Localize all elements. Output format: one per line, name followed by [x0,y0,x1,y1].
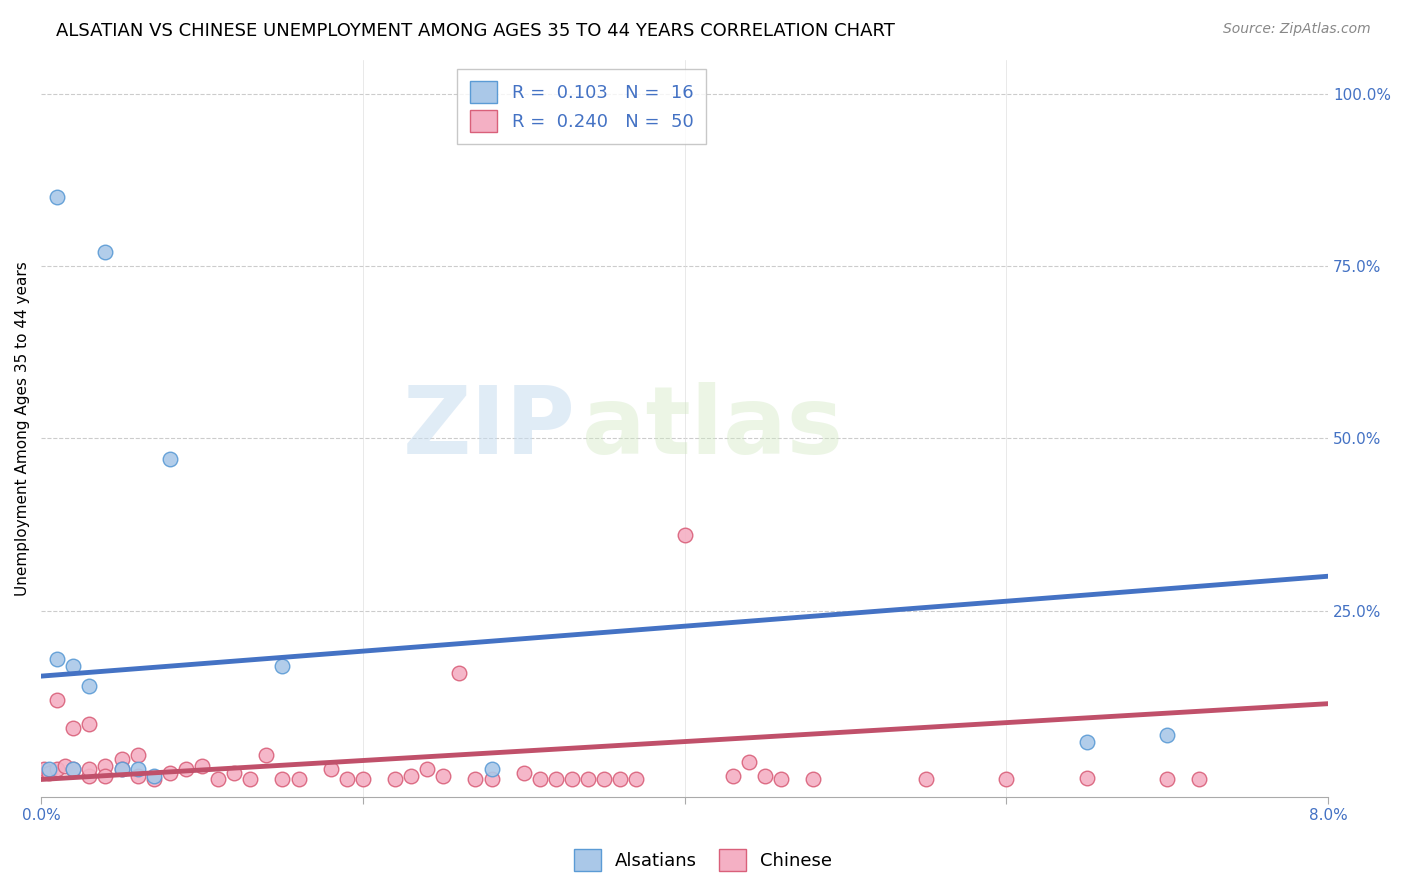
Point [79,762,101,776]
Point [1076,771,1098,785]
Point [770,772,793,787]
Point [79,769,101,783]
Point [544,772,567,787]
Point [94,769,117,783]
Text: ZIP: ZIP [402,382,575,475]
Point [593,772,616,787]
Point [1156,728,1178,742]
Point [1076,734,1098,748]
Point [481,772,503,787]
Point [110,762,132,776]
Point [721,769,744,783]
Point [239,772,262,787]
Point [224,765,246,780]
Point [207,772,229,787]
Point [34,762,56,776]
Point [915,772,938,787]
Point [464,772,486,787]
Point [110,762,132,776]
Point [159,452,181,467]
Point [995,772,1018,787]
Point [673,528,696,542]
Point [62,721,84,735]
Text: Source: ZipAtlas.com: Source: ZipAtlas.com [1223,22,1371,37]
Point [62,762,84,776]
Point [38,762,60,776]
Point [254,748,277,763]
Point [127,769,149,783]
Point [287,772,309,787]
Point [529,772,551,787]
Point [94,758,117,772]
Point [626,772,648,787]
Point [127,762,149,776]
Point [1188,772,1211,787]
Point [449,665,471,680]
Point [191,758,214,772]
Point [801,772,824,787]
Point [416,762,439,776]
Point [1156,772,1178,787]
Point [46,762,69,776]
Point [754,769,776,783]
Point [319,762,342,776]
Point [271,772,294,787]
Point [79,717,101,731]
Point [46,652,69,666]
Point [738,756,761,770]
Text: ALSATIAN VS CHINESE UNEMPLOYMENT AMONG AGES 35 TO 44 YEARS CORRELATION CHART: ALSATIAN VS CHINESE UNEMPLOYMENT AMONG A… [56,22,896,40]
Point [513,765,536,780]
Point [174,762,197,776]
Point [46,190,69,204]
Point [384,772,406,787]
Point [481,762,503,776]
Point [399,769,422,783]
Point [336,772,359,787]
Text: atlas: atlas [582,382,842,475]
Point [110,752,132,766]
Point [46,693,69,707]
Point [561,772,583,787]
Legend: Alsatians, Chinese: Alsatians, Chinese [567,842,839,879]
Point [127,748,149,763]
Point [62,762,84,776]
Point [94,245,117,260]
Point [53,758,76,772]
Point [142,772,165,787]
Point [432,769,454,783]
Point [38,765,60,780]
Point [142,769,165,783]
Point [271,658,294,673]
Point [609,772,631,787]
Point [352,772,374,787]
Point [576,772,599,787]
Y-axis label: Unemployment Among Ages 35 to 44 years: Unemployment Among Ages 35 to 44 years [15,260,30,596]
Legend: R =  0.103   N =  16, R =  0.240   N =  50: R = 0.103 N = 16, R = 0.240 N = 50 [457,69,706,145]
Point [62,658,84,673]
Point [159,765,181,780]
Point [79,680,101,694]
